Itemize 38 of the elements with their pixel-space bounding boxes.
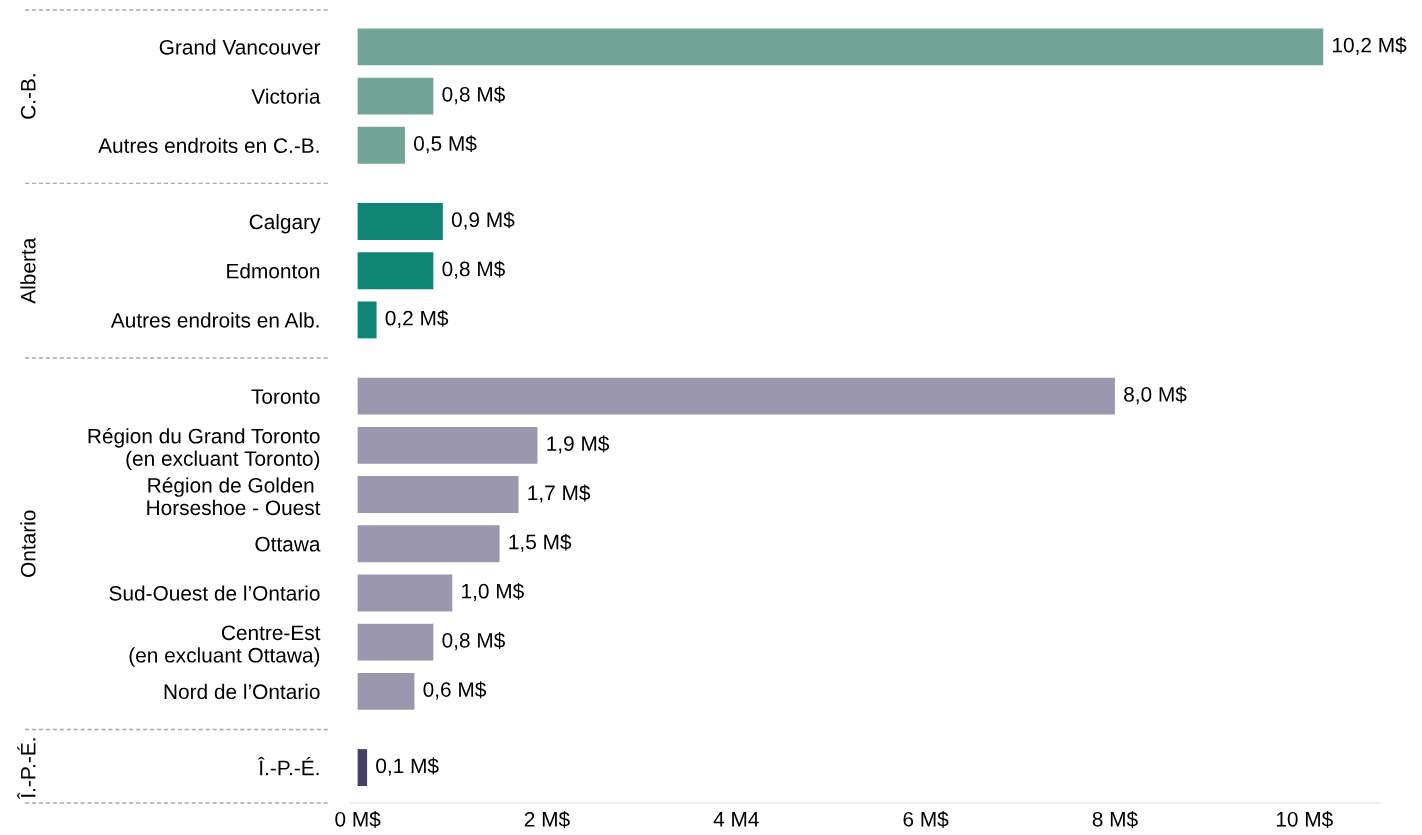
- x-tick-label: 8 M$: [1092, 811, 1138, 828]
- y-tick-label: Sud-Ouest de l’Ontario: [109, 585, 320, 601]
- text: C.-B.: [20, 74, 36, 119]
- y-tick-label: Nord de l’Ontario: [164, 683, 320, 700]
- y-tick-label: Autres endroits en Alb.: [110, 312, 319, 328]
- x-tick-label: 10 M$: [1276, 811, 1333, 828]
- text: Alberta: [20, 237, 36, 304]
- x-tick-label: 4 M4: [713, 812, 759, 827]
- data-label: 8,0 M$: [1124, 386, 1187, 405]
- data-label: 0,8 M$: [442, 86, 505, 105]
- y-tick-label: Région du Grand Toronto (en excluant Toronto): [88, 427, 320, 471]
- data-label: 1,5 M$: [509, 533, 572, 552]
- data-label: 0,6 M$: [423, 681, 487, 700]
- data-label: 0,5 M$: [414, 135, 477, 154]
- data-label: 1,0 M$: [462, 582, 524, 601]
- y-tick-label: Grand Vancouver: [159, 39, 321, 55]
- data-label: 0,9 M$: [451, 211, 515, 230]
- data-label: 0,8 M$: [442, 260, 505, 279]
- y-tick-label: Edmonton: [227, 263, 320, 279]
- data-label: 0,8 M$: [442, 632, 505, 651]
- y-tick-label: Région de Golden Horseshoe - Ouest: [147, 477, 321, 516]
- data-label: 1,9 M$: [547, 435, 610, 454]
- data-label: 1,7 M$: [528, 484, 591, 503]
- y-tick-label: Centre-Est (en excluant Ottawa): [129, 625, 321, 667]
- y-tick-label: Toronto: [251, 389, 320, 404]
- y-tick-label: Calgary: [249, 213, 321, 234]
- x-tick-label: 0 M$: [335, 811, 381, 828]
- text: Ontario: [20, 510, 36, 577]
- x-tick-label: 2 M$: [524, 811, 570, 828]
- y-tick-label: Autres endroits en C.-B.: [98, 137, 319, 154]
- y-tick-label: Victoria: [251, 88, 321, 104]
- data-label: 10,2 M$: [1333, 36, 1407, 55]
- data-label: 0,1 M$: [376, 757, 439, 776]
- x-tick-label: 6 M$: [903, 811, 949, 828]
- data-label: 0,2 M$: [385, 309, 449, 328]
- text: Î.-P.-É.: [17, 738, 36, 800]
- y-tick-label: Ottawa: [255, 536, 321, 552]
- y-tick-label: Î.-P.-É.: [257, 756, 319, 776]
